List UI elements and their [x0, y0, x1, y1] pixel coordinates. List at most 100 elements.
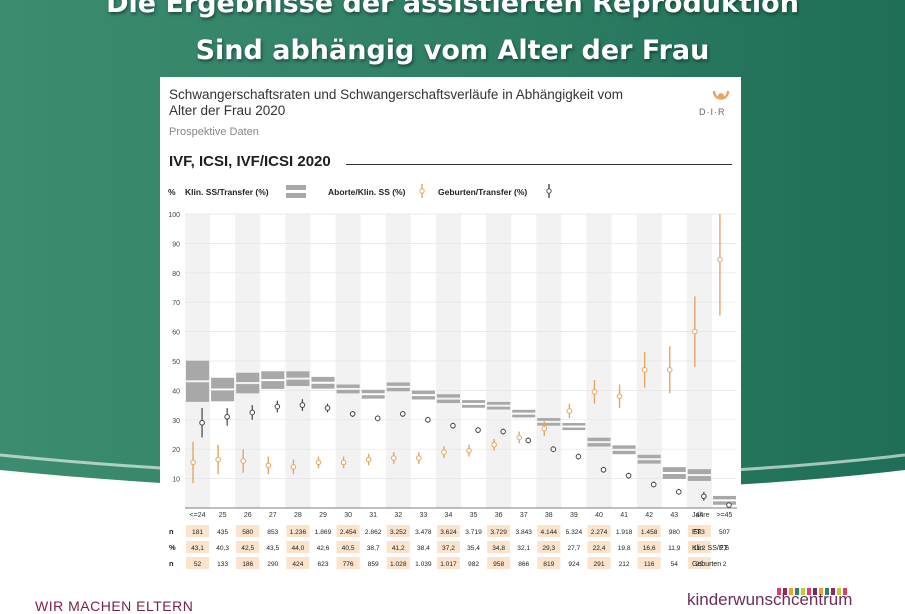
abortion-point [616, 393, 623, 400]
clinical-band-lower [687, 476, 711, 481]
clinical-band-upper [487, 401, 511, 405]
table-cell-shade [336, 525, 360, 537]
table-cell: 1.918 [616, 529, 633, 536]
table-cell: 1.869 [315, 529, 332, 536]
clinical-band-lower [587, 443, 611, 447]
table-cell-shade [687, 557, 711, 569]
table-cell: 11,9 [668, 545, 681, 552]
y-tick-label: 30 [172, 418, 180, 425]
slide-title-line2: Sind abhängig vom Alter der Frau [195, 35, 710, 66]
brand-bars-icon [777, 582, 857, 595]
table-cell-shade [487, 557, 511, 569]
table-cell-shade [386, 557, 410, 569]
table-cell-shade [236, 541, 260, 553]
x-tick-label: 27 [269, 512, 277, 517]
abortion-point [591, 389, 598, 395]
table-cell: 1.236 [290, 529, 307, 536]
table-cell: 44,0 [291, 545, 304, 552]
abortion-point [290, 464, 297, 470]
table-cell: 34,8 [492, 545, 505, 552]
table-cell: 37,2 [442, 545, 455, 552]
chart-plot: 10 20 30 40 50 60 70 80 90 100 <=24 25 26 27 28 29 30 31 3… [168, 212, 737, 517]
y-tick-label: 100 [168, 212, 180, 219]
x-tick-label: 26 [244, 512, 252, 517]
table-cell: 819 [543, 561, 554, 568]
table-cell: 16,6 [643, 545, 656, 552]
table-cell: 958 [493, 561, 504, 568]
birth-point [701, 493, 707, 500]
birth-point [650, 481, 657, 488]
table-cell-shade [537, 525, 561, 537]
table-cell: 507 [719, 529, 730, 536]
clinical-band-lower [436, 399, 460, 404]
x-tick-label: 41 [620, 512, 628, 517]
clinical-band-upper [261, 371, 285, 380]
table-cell: 1.458 [641, 529, 658, 536]
table-cell: 22 [696, 561, 704, 568]
table-cell: 3.843 [515, 529, 532, 536]
clinical-band-lower [361, 395, 385, 399]
abortion-point [666, 367, 673, 373]
table-cell: 2.274 [591, 529, 608, 536]
table-cell: 290 [267, 561, 278, 568]
x-tick-label: 40 [595, 512, 603, 517]
chart-subtitle: Prospektive Daten [169, 126, 259, 138]
clinical-band-upper [386, 382, 410, 386]
clinical-band-lower [462, 404, 486, 408]
abortion-point [441, 449, 447, 455]
table-cell-shade [537, 541, 561, 553]
chart-panel: Schwangerschaftsraten und Schwangerschaf… [160, 77, 741, 574]
x-tick-label: 39 [570, 512, 578, 517]
clinical-band-upper [687, 469, 711, 475]
clinical-band-upper [587, 437, 611, 442]
table-row-label: Klin. SS/ET [692, 545, 729, 552]
table-cell: 776 [343, 561, 354, 568]
birth-point [550, 446, 557, 453]
table-cell: 583 [694, 529, 705, 536]
table-row-label: ET [692, 529, 702, 536]
table-cell: 982 [468, 561, 479, 568]
clinical-band-lower [662, 474, 686, 479]
table-cell-shade [487, 525, 511, 537]
table-cell: 2.862 [365, 529, 382, 536]
chart-title: Schwangerschaftsraten und Schwangerschaf… [169, 87, 624, 118]
birth-point [525, 437, 532, 444]
table-cell: 186 [242, 561, 253, 568]
footer-slogan: WIR MACHEN ELTERN [35, 598, 194, 614]
y-tick-label: 10 [172, 477, 180, 484]
table-cell-shade [436, 541, 460, 553]
clinical-band-upper [286, 371, 310, 378]
birth-point [475, 427, 481, 433]
table-cell: 38,4 [417, 545, 430, 552]
birth-point [224, 414, 230, 420]
abortion-point [240, 458, 247, 464]
clinical-band-lower [487, 406, 511, 410]
table-cell: 116 [644, 561, 655, 568]
clinical-band-upper [336, 384, 360, 388]
clinical-band-upper [236, 372, 260, 383]
table-cell: 1.028 [390, 561, 407, 568]
table-cell-shade [637, 541, 661, 553]
table-cell: 2.454 [340, 529, 357, 536]
y-tick-label: 80 [172, 271, 180, 278]
table-cell: 32,1 [517, 545, 530, 552]
clinical-band-upper [512, 409, 536, 413]
table-cell-shade [236, 557, 260, 569]
x-axis-label: Jahre [692, 512, 710, 517]
birth-point [450, 422, 456, 429]
clinical-band-upper [211, 377, 235, 389]
clinical-band-lower [562, 427, 586, 431]
table-cell: 859 [368, 561, 379, 568]
clinical-band-lower [386, 387, 410, 392]
table-cell: 35,4 [467, 545, 480, 552]
abortion-point [692, 328, 698, 335]
abortion-point [491, 441, 497, 448]
x-tick-label: 37 [520, 512, 528, 517]
y-tick-label: 50 [172, 359, 180, 366]
clinical-band-upper [361, 389, 385, 394]
abortion-point [215, 456, 221, 463]
clinical-band-upper [537, 418, 561, 421]
table-cell: 40,3 [216, 545, 229, 552]
table-cell-shade [687, 541, 711, 553]
table-cell-shade [637, 525, 661, 537]
